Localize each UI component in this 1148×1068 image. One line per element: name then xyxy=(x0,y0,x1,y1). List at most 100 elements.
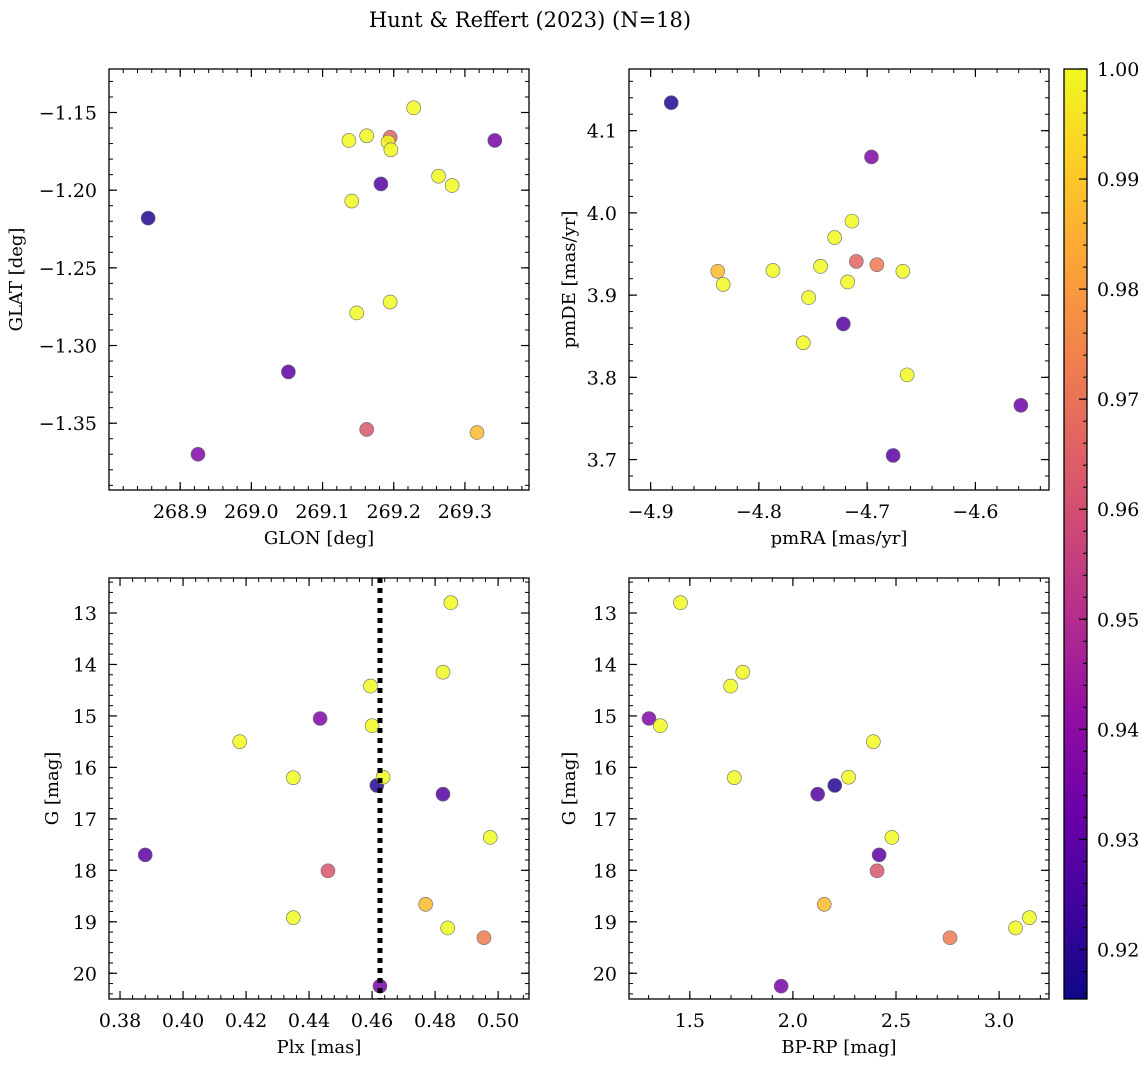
subplot-p2: −4.9 −4.8 −4.7 −4.6 3.7 3.8 3.9 4.0 4.1 pmRA [mas… xyxy=(559,68,1050,549)
scatter-point xyxy=(435,664,451,680)
colorbar-frame xyxy=(1063,68,1088,1000)
scatter-point xyxy=(286,770,301,785)
scatter-point xyxy=(885,448,901,463)
scatter-point xyxy=(841,769,856,785)
scatter-point xyxy=(476,930,492,946)
y-tick-label: 15 xyxy=(593,706,617,728)
y-tick-label: 17 xyxy=(73,809,97,831)
x-tick-label: 0.48 xyxy=(414,1010,456,1032)
x-tick-label: 269.0 xyxy=(224,501,278,523)
colorbar-tick-label: 0.97 xyxy=(1097,389,1139,411)
y-tick-label: −1.30 xyxy=(39,336,97,358)
scatter-point xyxy=(444,178,460,193)
y-axis-label: GLAT [deg] xyxy=(6,228,27,332)
scatter-point xyxy=(344,193,360,209)
x-tick-label: −4.8 xyxy=(736,501,782,523)
subplot-p1: 268.9 269.0 269.1 269.2 269.3 −1.35 −1.30 −1.25… xyxy=(6,68,530,549)
colorbar-tick-label: 1.00 xyxy=(1097,59,1139,81)
y-tick-label: 13 xyxy=(593,603,617,625)
scatter-series xyxy=(137,595,498,994)
plot-frame xyxy=(628,68,1050,491)
scatter-point xyxy=(864,149,879,165)
scatter-point xyxy=(373,176,389,192)
colorbar-tick-label: 0.99 xyxy=(1097,169,1139,191)
scatter-point xyxy=(359,422,374,437)
scatter-point xyxy=(341,133,357,148)
x-axis-label: GLON [deg] xyxy=(264,528,374,549)
scatter-point xyxy=(866,734,881,749)
x-tick-label: 269.3 xyxy=(438,501,492,523)
scatter-point xyxy=(849,254,864,269)
x-tick-label: 0.46 xyxy=(351,1010,393,1032)
y-tick-label: 13 xyxy=(73,603,97,625)
subplots: 268.9 269.0 269.1 269.2 269.3 −1.35 −1.30 −1.25… xyxy=(6,68,1050,1058)
scatter-point xyxy=(663,95,679,111)
scatter-point xyxy=(899,367,915,383)
scatter-point xyxy=(710,263,726,279)
scatter-point xyxy=(840,274,855,290)
scatter-point xyxy=(382,294,398,310)
y-tick-label: 14 xyxy=(593,654,617,676)
x-tick-label: 0.50 xyxy=(477,1010,519,1032)
x-tick-label: 0.42 xyxy=(225,1010,267,1032)
subplot-p3: 0.38 0.40 0.42 0.44 0.46 0.48 0.50 13 14 15 16 17 18… xyxy=(42,577,530,1058)
scatter-point xyxy=(827,230,842,245)
x-tick-label: 0.40 xyxy=(162,1010,204,1032)
plot-frame xyxy=(628,577,1050,1000)
scatter-point xyxy=(735,664,751,680)
x-tick-label: 2.0 xyxy=(778,1010,808,1032)
y-axis-label: pmDE [mas/yr] xyxy=(559,211,580,349)
colorbar-tick-label: 0.96 xyxy=(1097,499,1139,521)
scatter-point xyxy=(406,100,421,116)
y-tick-label: −1.25 xyxy=(39,258,97,280)
y-tick-label: 18 xyxy=(593,860,617,882)
y-tick-label: 16 xyxy=(593,757,617,779)
scatter-point xyxy=(435,786,451,802)
scatter-point xyxy=(364,718,380,734)
scatter-point xyxy=(1013,398,1029,413)
x-tick-label: 2.5 xyxy=(881,1010,911,1032)
scatter-point xyxy=(827,778,843,793)
colorbar-tick-label: 0.94 xyxy=(1097,719,1139,741)
scatter-point xyxy=(942,930,958,946)
x-tick-label: 268.9 xyxy=(153,501,207,523)
scatter-point xyxy=(359,128,374,144)
scatter-point xyxy=(869,257,885,272)
x-tick-label: 0.38 xyxy=(99,1010,141,1032)
x-tick-label: 1.5 xyxy=(675,1010,705,1032)
y-tick-label: 18 xyxy=(73,860,97,882)
scatter-point xyxy=(715,277,731,292)
y-tick-label: 19 xyxy=(73,912,97,934)
scatter-point xyxy=(895,263,911,279)
y-tick-label: 16 xyxy=(73,757,97,779)
y-tick-label: 3.8 xyxy=(587,367,617,389)
x-tick-label: −4.9 xyxy=(628,501,674,523)
subplot-p4: 1.5 2.0 2.5 3.0 13 14 15 16 17 18 19 20 BP-RP [mag] G… xyxy=(559,577,1050,1058)
scatter-point xyxy=(383,142,399,158)
figure-title: Hunt & Reffert (2023) (N=18) xyxy=(369,8,691,32)
scatter-point xyxy=(440,920,456,936)
scatter-point xyxy=(727,770,742,785)
y-tick-label: −1.35 xyxy=(39,413,97,435)
scatter-series xyxy=(140,100,503,462)
scatter-point xyxy=(773,978,789,994)
scatter-point xyxy=(844,213,860,229)
scatter-point xyxy=(801,290,816,305)
y-tick-label: −1.15 xyxy=(39,102,97,124)
y-tick-label: 20 xyxy=(593,963,617,985)
scatter-point xyxy=(320,863,336,879)
scatter-point xyxy=(281,364,296,380)
scatter-point xyxy=(884,830,900,845)
scatter-point xyxy=(795,335,811,351)
colorbar-tick-label: 0.93 xyxy=(1097,829,1139,851)
y-tick-label: 17 xyxy=(593,809,617,831)
y-axis-label: G [mag] xyxy=(559,752,580,825)
scatter-point xyxy=(418,897,433,912)
colorbar-tick-label: 0.92 xyxy=(1097,939,1139,961)
colorbar-tick-label: 0.98 xyxy=(1097,279,1139,301)
scatter-point xyxy=(482,830,498,845)
scatter-point xyxy=(1008,920,1023,936)
scatter-point xyxy=(363,678,378,694)
x-tick-label: −4.7 xyxy=(844,501,890,523)
